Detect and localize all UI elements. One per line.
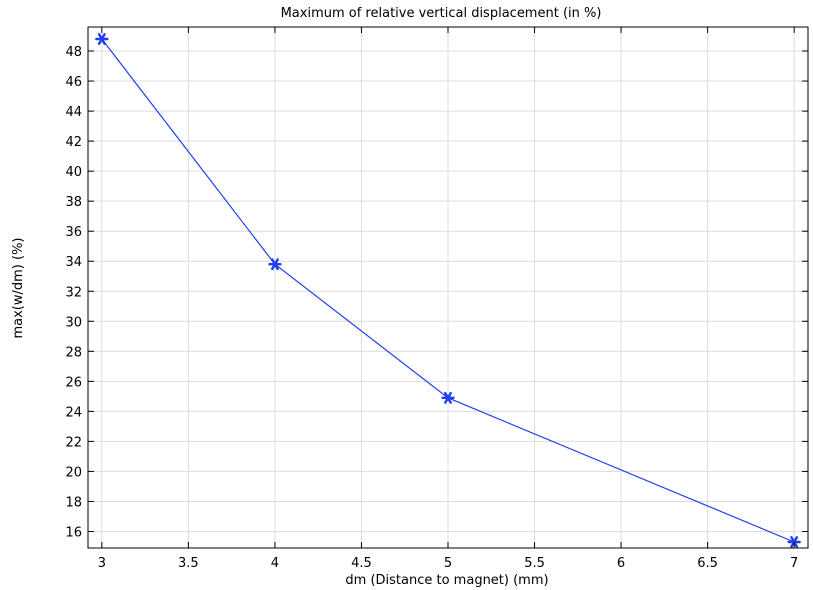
x-tick-label: 6 [617, 556, 625, 571]
y-tick-label: 40 [65, 165, 82, 180]
x-tick-label: 6.5 [697, 556, 718, 571]
series [95, 33, 801, 548]
data-point-marker [95, 33, 109, 45]
y-axis-label: max(w/dm) (%) [11, 237, 26, 338]
y-tick-label: 28 [65, 345, 82, 360]
y-tick-label: 20 [65, 465, 82, 480]
x-tick-label: 4.5 [351, 556, 372, 571]
x-tick-label: 5.5 [524, 556, 545, 571]
x-axis-label: dm (Distance to magnet) (mm) [345, 573, 548, 588]
grid [88, 27, 808, 548]
y-tick-label: 36 [65, 225, 82, 240]
x-tick-label: 5 [444, 556, 452, 571]
y-tick-label: 30 [65, 315, 82, 330]
y-tick-label: 26 [65, 375, 82, 390]
y-tick-label: 44 [65, 105, 82, 120]
y-tick-label: 46 [65, 75, 82, 90]
series-line [101, 38, 795, 543]
x-tick-label: 3.5 [178, 556, 199, 571]
data-point-marker [441, 391, 455, 404]
chart-title: Maximum of relative vertical displacemen… [281, 6, 602, 21]
y-tick-label: 48 [65, 45, 82, 60]
y-tick-label: 34 [65, 255, 82, 270]
marker-stroke [97, 33, 106, 45]
y-tick-label: 24 [65, 405, 82, 420]
marker-stroke [270, 258, 279, 271]
y-tick-label: 22 [65, 435, 82, 450]
y-tick-label: 42 [65, 135, 82, 150]
marker-stroke [790, 536, 799, 548]
y-tick-label: 38 [65, 195, 82, 210]
data-point-marker [268, 258, 282, 271]
y-tick-label: 18 [65, 495, 82, 510]
data-point-marker [787, 536, 801, 548]
y-tick-label: 16 [65, 525, 82, 540]
marker-stroke [444, 391, 452, 404]
y-tick-label: 32 [65, 285, 82, 300]
x-tick-label: 3 [98, 556, 106, 571]
x-tick-label: 7 [790, 556, 798, 571]
x-tick-label: 4 [271, 556, 279, 571]
ticks: 3 3.5 4 4.5 5 5.5 6 6.5 7 16 18 20 22 24 26 28 30 32 34 36 3… [65, 27, 808, 571]
